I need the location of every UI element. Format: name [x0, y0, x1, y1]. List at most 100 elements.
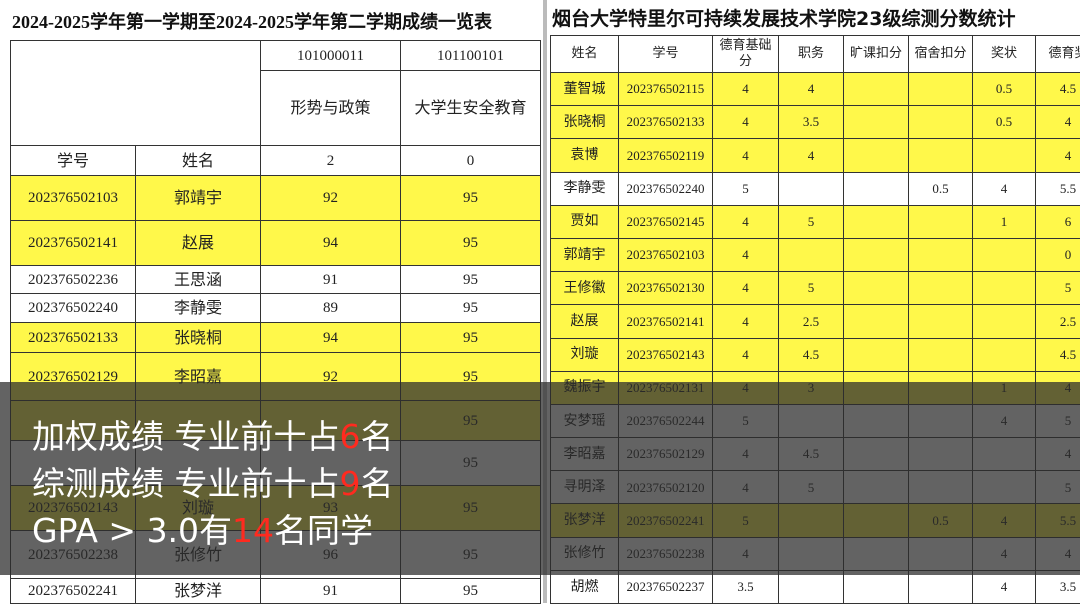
caption-pre: 综测成绩 专业前十占 [32, 464, 340, 503]
cell [843, 337, 909, 372]
score: 91 [260, 578, 401, 604]
caption-post: 名 [360, 464, 394, 503]
cell: 袁博 [550, 138, 619, 173]
caption-pre: 加权成绩 专业前十占 [32, 417, 340, 456]
course-name: 形势与政策 [260, 70, 401, 146]
student-id: 202376502103 [10, 175, 136, 221]
course-name: 大学生安全教育 [400, 70, 541, 146]
caption-num: 6 [339, 417, 361, 456]
cell: 202376502141 [618, 304, 713, 339]
student-id: 202376502240 [10, 293, 136, 323]
cell: 2.5 [1035, 304, 1080, 339]
cell [843, 171, 909, 206]
caption-line: GPA > 3.0有14名同学 [32, 504, 373, 552]
cell: 5 [712, 171, 779, 206]
caption-post: 名 [360, 417, 394, 456]
caption-overlay: 加权成绩 专业前十占6名 综测成绩 专业前十占9名 GPA > 3.0有14名同学 [0, 382, 1080, 575]
cell [908, 105, 973, 140]
cell: 董智城 [550, 72, 619, 107]
score: 91 [260, 265, 401, 294]
cell [843, 72, 909, 107]
student-id: 202376502241 [10, 578, 136, 604]
cell: 4 [712, 337, 779, 372]
column-header: 德育基础分 [712, 35, 779, 73]
cell: 0.5 [972, 72, 1036, 107]
cell: 202376502130 [618, 271, 713, 306]
cell: 202376502240 [618, 171, 713, 206]
cell: 4.5 [778, 337, 844, 372]
caption-line: 综测成绩 专业前十占9名 [32, 457, 394, 505]
cell: 202376502103 [618, 237, 713, 273]
column-header: 学号 [618, 35, 713, 73]
left-title: 2024-2025学年第一学期至2024-2025学年第二学期成绩一览表 [12, 12, 492, 32]
score: 94 [260, 220, 401, 266]
cell: 李静雯 [550, 171, 619, 206]
cell: 5 [778, 271, 844, 306]
cell [778, 171, 844, 206]
column-header: 学号 [10, 145, 136, 176]
cell: 王修徽 [550, 271, 619, 306]
caption-num: 9 [339, 464, 361, 503]
column-header: 姓名 [135, 145, 261, 176]
score: 95 [400, 322, 541, 353]
cell: 4 [712, 304, 779, 339]
cell [843, 138, 909, 173]
cell: 202376502115 [618, 72, 713, 107]
cell: 4 [712, 237, 779, 273]
cell [908, 72, 973, 107]
credit: 2 [260, 145, 401, 176]
cell: 2.5 [778, 304, 844, 339]
cell: 5 [1035, 271, 1080, 306]
cell: 郭靖宇 [550, 237, 619, 273]
cell: 4 [972, 171, 1036, 206]
header-blank [10, 40, 261, 146]
cell: 4 [1035, 105, 1080, 140]
caption-num: 14 [232, 511, 275, 550]
student-name: 王思涵 [135, 265, 261, 294]
divider [543, 0, 547, 603]
cell: 0 [1035, 237, 1080, 273]
cell: 赵展 [550, 304, 619, 339]
cell [843, 204, 909, 239]
cell: 4 [712, 138, 779, 173]
cell: 202376502133 [618, 105, 713, 140]
cell [972, 271, 1036, 306]
cell [843, 105, 909, 140]
cell [843, 237, 909, 273]
cell [908, 138, 973, 173]
score: 94 [260, 322, 401, 353]
student-id: 202376502236 [10, 265, 136, 294]
cell: 4 [778, 138, 844, 173]
student-name: 李静雯 [135, 293, 261, 323]
student-id: 202376502141 [10, 220, 136, 266]
cell: 6 [1035, 204, 1080, 239]
cell [908, 237, 973, 273]
cell: 202376502143 [618, 337, 713, 372]
column-header: 姓名 [550, 35, 619, 73]
cell: 0.5 [908, 171, 973, 206]
cell: 202376502145 [618, 204, 713, 239]
student-name: 郭靖宇 [135, 175, 261, 221]
student-id: 202376502133 [10, 322, 136, 353]
cell [908, 304, 973, 339]
course-code: 101100101 [400, 40, 541, 71]
cell: 5.5 [1035, 171, 1080, 206]
cell [778, 237, 844, 273]
cell: 4 [712, 204, 779, 239]
score: 95 [400, 220, 541, 266]
cell [843, 304, 909, 339]
cell [972, 138, 1036, 173]
credit: 0 [400, 145, 541, 176]
cell: 5 [778, 204, 844, 239]
cell: 4 [712, 105, 779, 140]
cell: 贾如 [550, 204, 619, 239]
cell: 4 [712, 271, 779, 306]
student-name: 赵展 [135, 220, 261, 266]
score: 95 [400, 175, 541, 221]
column-header: 德育奖 [1035, 35, 1080, 73]
score: 95 [400, 578, 541, 604]
cell: 4.5 [1035, 337, 1080, 372]
course-code: 101000011 [260, 40, 401, 71]
right-title: 烟台大学特里尔可持续发展技术学院23级综测分数统计 [552, 8, 1016, 30]
cell [843, 271, 909, 306]
